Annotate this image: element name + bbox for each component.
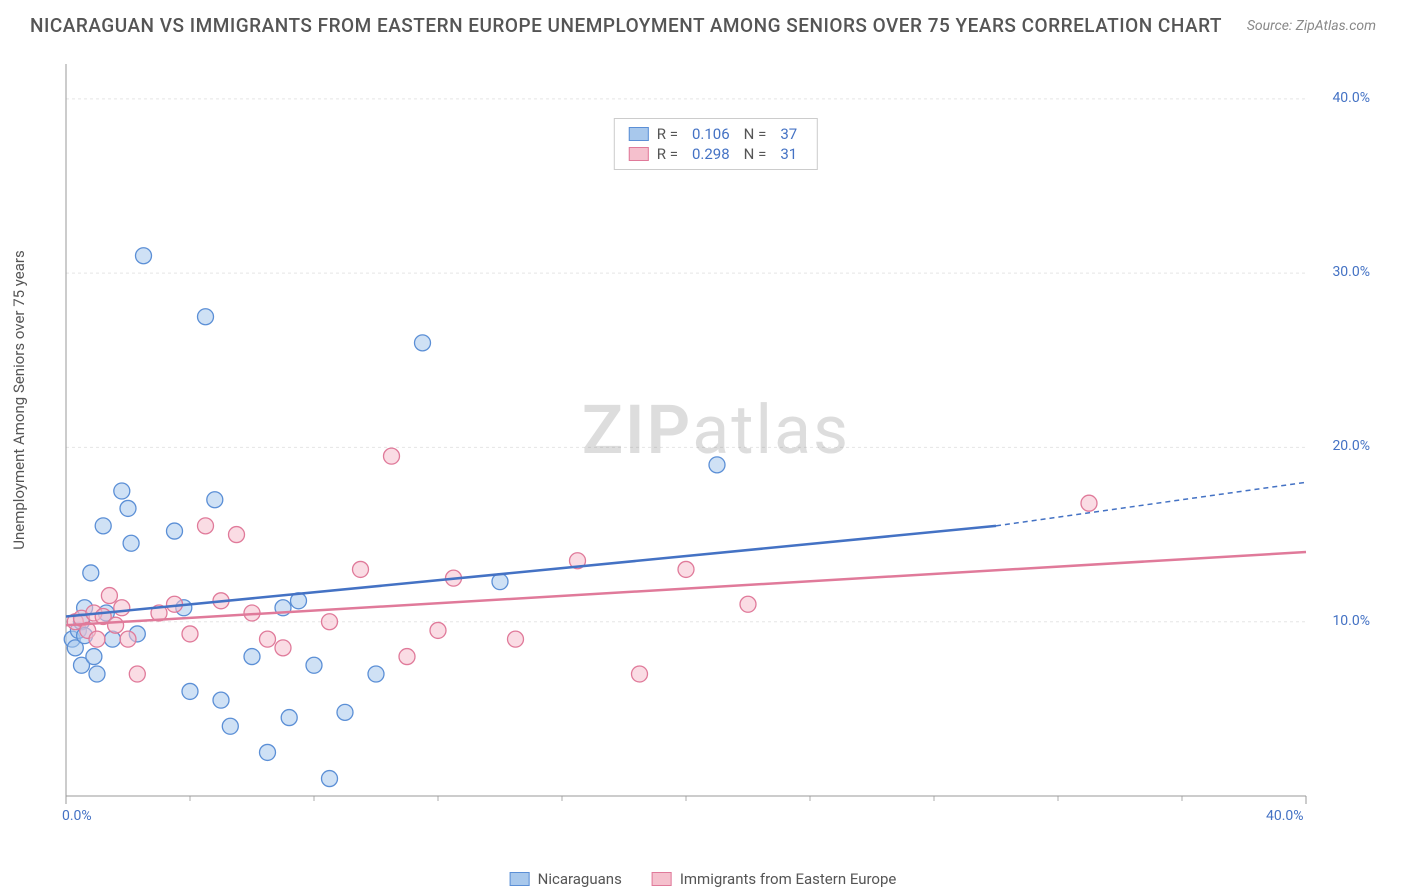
y-tick-label: 20.0% — [1332, 438, 1370, 454]
x-tick-label: 40.0% — [1266, 808, 1304, 824]
legend-row-2: R = 0.298 N = 31 — [629, 145, 803, 163]
legend-correlation: R = 0.106 N = 37 R = 0.298 N = 31 — [614, 118, 818, 170]
y-tick-label: 40.0% — [1332, 90, 1370, 106]
legend-swatch-blue — [629, 127, 649, 141]
legend-series: Nicaraguans Immigrants from Eastern Euro… — [510, 870, 897, 888]
source-attribution: Source: ZipAtlas.com — [1247, 18, 1376, 34]
x-tick-label: 0.0% — [62, 808, 92, 824]
legend-item-nicaraguans: Nicaraguans — [510, 870, 622, 888]
chart-svg — [56, 56, 1376, 836]
y-tick-label: 30.0% — [1332, 264, 1370, 280]
y-tick-label: 10.0% — [1332, 613, 1370, 629]
legend-item-eastern-europe: Immigrants from Eastern Europe — [652, 870, 897, 888]
legend-label: Nicaraguans — [538, 870, 622, 888]
legend-swatch-blue — [510, 872, 530, 886]
scatter-chart: ZIPatlas R = 0.106 N = 37 R = 0.298 N = … — [56, 56, 1376, 836]
legend-swatch-pink — [652, 872, 672, 886]
legend-row-1: R = 0.106 N = 37 — [629, 125, 803, 143]
legend-swatch-pink — [629, 147, 649, 161]
y-axis-label: Unemployment Among Seniors over 75 years — [10, 250, 28, 549]
legend-label: Immigrants from Eastern Europe — [680, 870, 897, 888]
page-title: NICARAGUAN VS IMMIGRANTS FROM EASTERN EU… — [30, 14, 1222, 37]
